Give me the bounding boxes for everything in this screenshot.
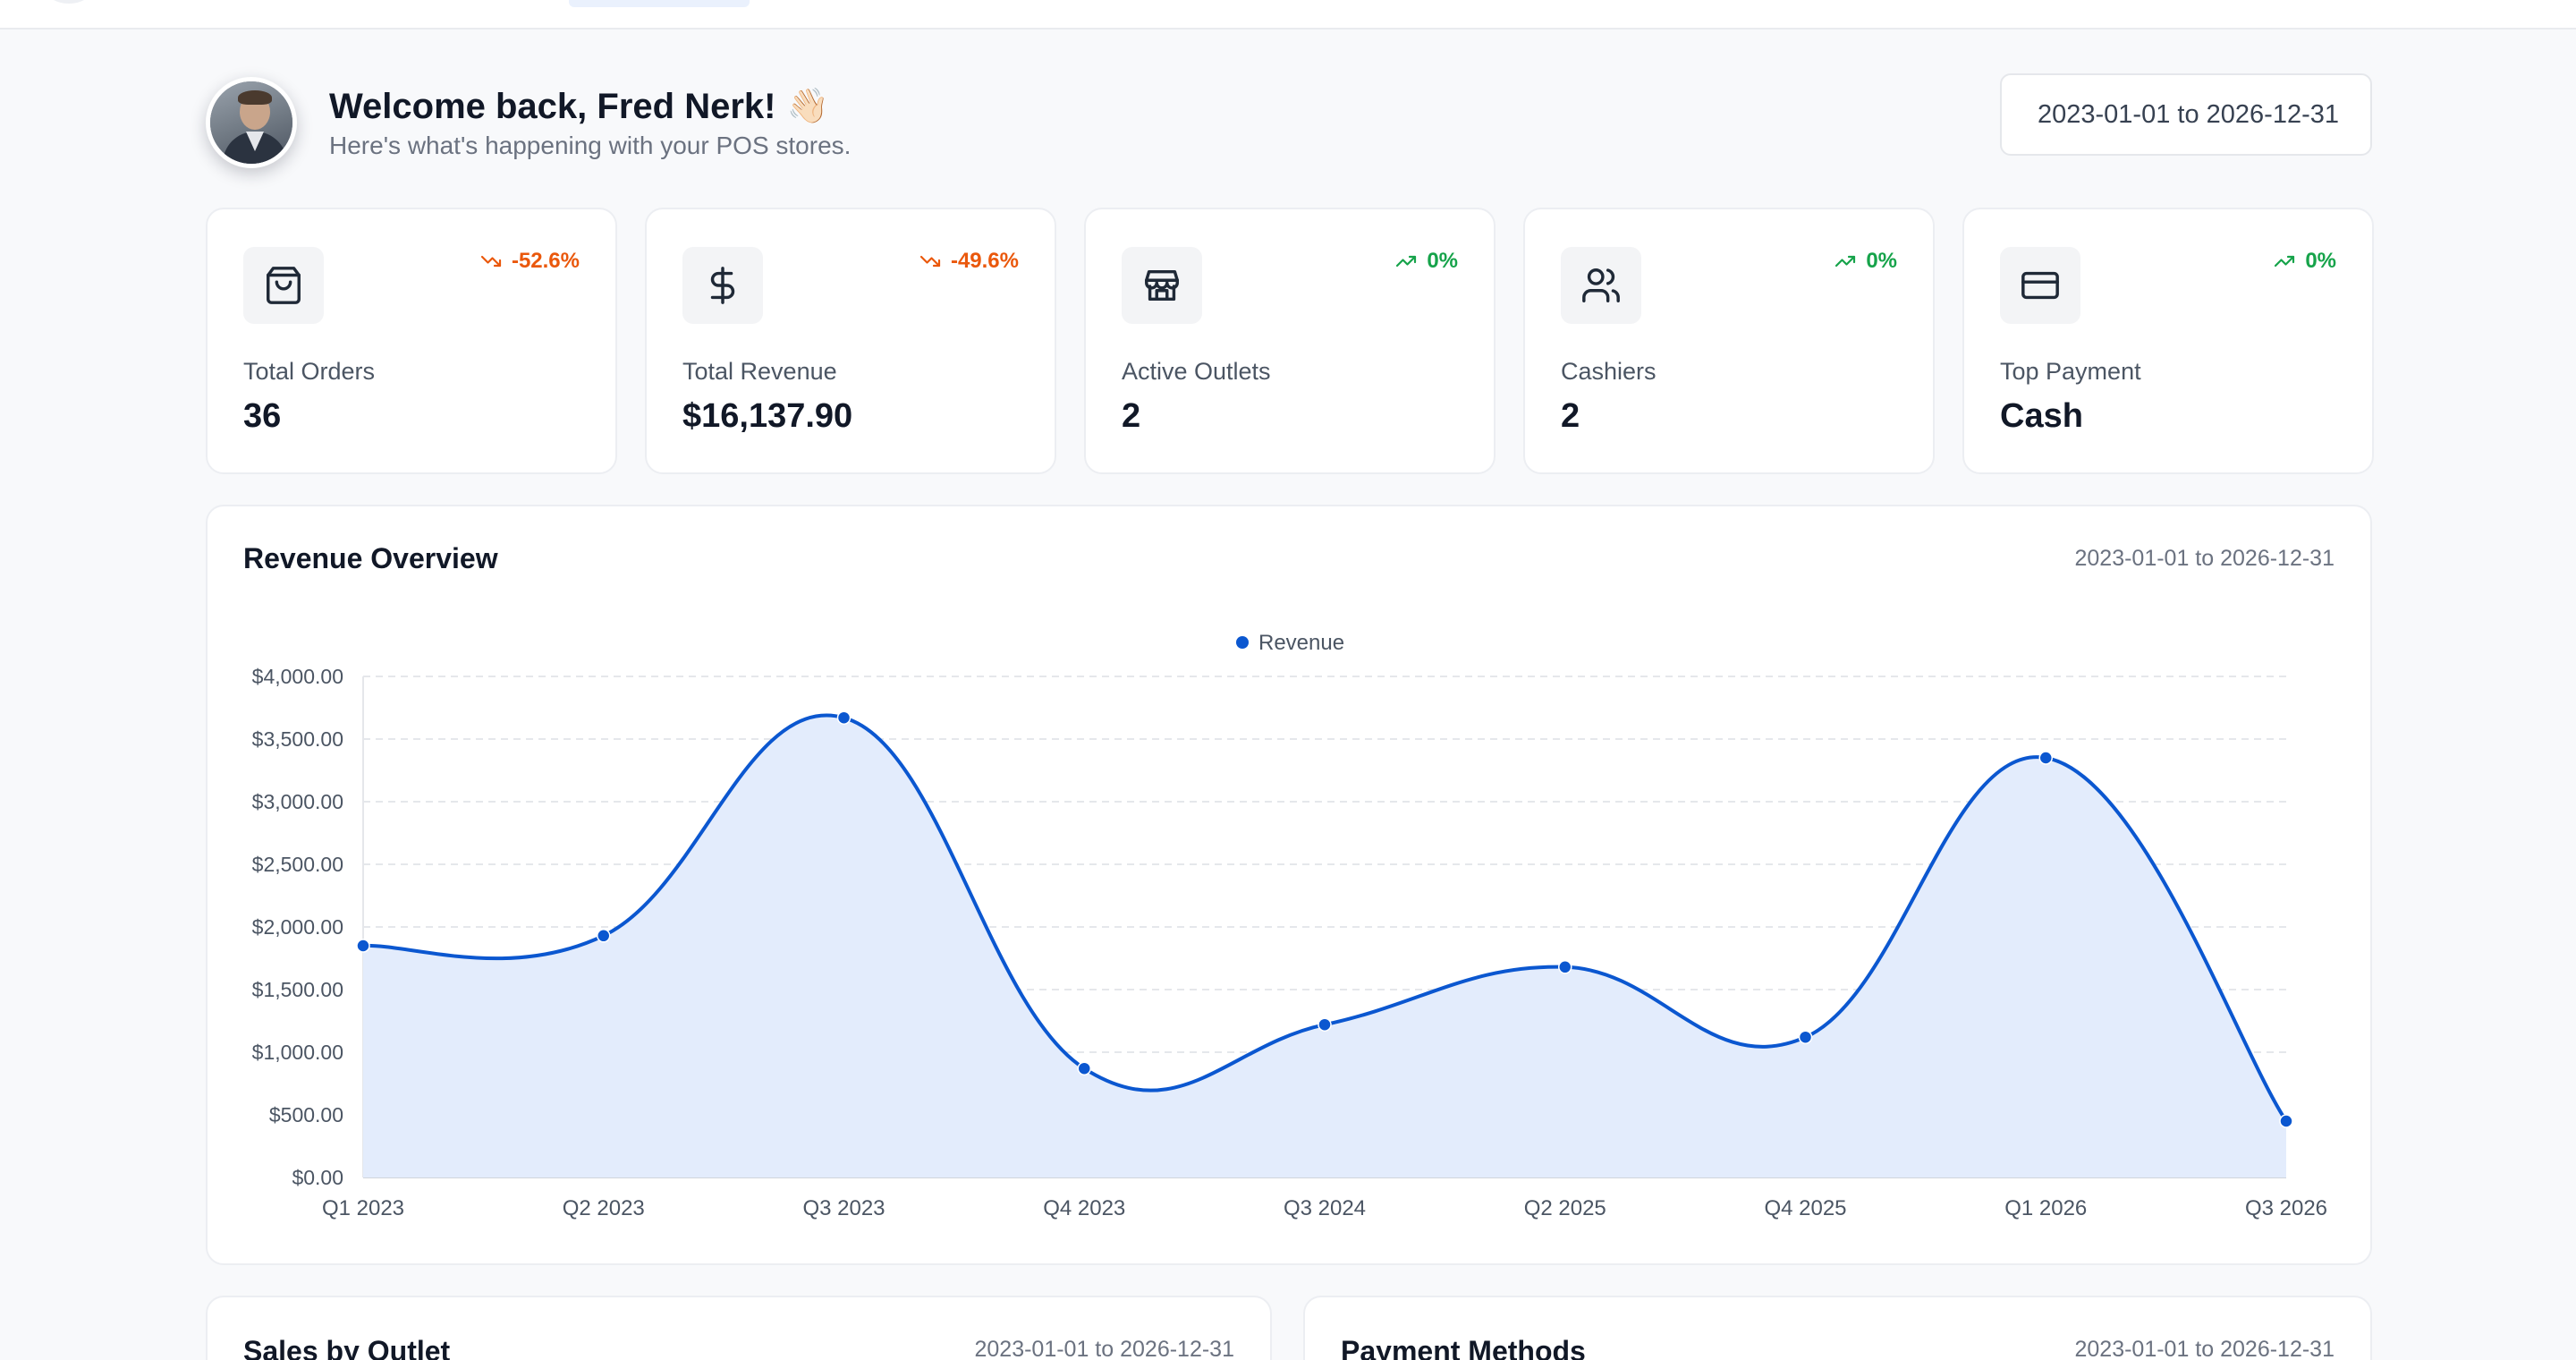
welcome-section: Welcome back, Fred Nerk! 👋🏻 Here's what'… (206, 75, 851, 170)
stat-value: $16,137.90 (682, 397, 853, 435)
y-tick-label: $4,000.00 (252, 665, 343, 688)
stat-label: Total Revenue (682, 358, 837, 385)
trending-up-icon (1835, 255, 1856, 268)
y-tick-label: $1,000.00 (252, 1041, 343, 1064)
dollar-icon (682, 247, 763, 324)
stat-card-total-orders: -52.6% Total Orders 36 (206, 208, 617, 474)
welcome-title-text: Welcome back, Fred Nerk! (329, 87, 776, 126)
stat-change-badge: 0% (1393, 249, 1458, 274)
trending-down-icon (480, 255, 502, 268)
card-date-range: 2023-01-01 to 2026-12-31 (2074, 1337, 2334, 1360)
card-title: Payment Methods (1341, 1335, 1586, 1360)
stat-card-total-revenue: -49.6% Total Revenue $16,137.90 (645, 208, 1056, 474)
stat-change-value: 0% (2305, 249, 2336, 273)
wave-icon: 👋🏻 (786, 88, 829, 125)
credit-card-icon (2000, 247, 2080, 324)
x-tick-label: Q4 2023 (1043, 1196, 1125, 1220)
card-title: Sales by Outlet (243, 1335, 451, 1360)
stat-label: Total Orders (243, 358, 376, 385)
stat-change-badge: -49.6% (917, 249, 1019, 274)
sales-by-outlet-card: Sales by Outlet 2023-01-01 to 2026-12-31 (206, 1296, 1272, 1360)
x-tick-label: Q1 2023 (322, 1196, 404, 1220)
top-navigation-bar (0, 0, 2576, 30)
store-icon (1122, 247, 1202, 324)
data-point (836, 710, 852, 725)
revenue-chart[interactable]: $0.00 $500.00 $1,000.00 $1,500.00 $2,000.00 $… (208, 506, 2374, 1267)
stat-value: 2 (1561, 397, 1580, 435)
nav-active-tab[interactable] (569, 0, 750, 7)
y-tick-label: $3,500.00 (252, 727, 343, 751)
users-icon (1561, 247, 1641, 324)
stat-change-value: -49.6% (950, 249, 1019, 273)
nav-avatar[interactable] (47, 0, 91, 4)
stat-change-value: -52.6% (511, 249, 580, 273)
date-range-value: 2023-01-01 to 2026-12-31 (2038, 99, 2339, 129)
x-tick-label: Q3 2026 (2245, 1196, 2327, 1220)
x-tick-label: Q1 2026 (2004, 1196, 2087, 1220)
y-tick-label: $0.00 (292, 1166, 343, 1189)
trending-down-icon (919, 255, 941, 268)
date-range-picker[interactable]: 2023-01-01 to 2026-12-31 (2000, 73, 2372, 156)
y-tick-label: $2,000.00 (252, 915, 343, 939)
stat-value: 2 (1122, 397, 1141, 435)
stat-change-badge: 0% (2271, 249, 2336, 274)
welcome-subtitle: Here's what's happening with your POS st… (329, 132, 852, 159)
stat-card-cashiers: 0% Cashiers 2 (1523, 208, 1935, 474)
y-tick-label: $1,500.00 (252, 978, 343, 1001)
stat-value: Cash (2000, 397, 2083, 435)
x-tick-label: Q4 2025 (1764, 1196, 1846, 1220)
legend-label: Revenue (1258, 631, 1344, 655)
stat-change-badge: 0% (1832, 249, 1897, 274)
trending-up-icon (2275, 255, 2295, 268)
stat-label: Active Outlets (1122, 358, 1271, 385)
trending-up-icon (1396, 255, 1417, 268)
stat-change-value: 0% (1866, 249, 1897, 273)
data-point (2038, 751, 2053, 765)
card-date-range: 2023-01-01 to 2026-12-31 (2074, 546, 2334, 571)
avatar[interactable] (206, 77, 297, 168)
x-tick-label: Q3 2024 (1284, 1196, 1366, 1220)
data-point (1798, 1030, 1813, 1044)
stat-label: Top Payment (2000, 358, 2141, 385)
x-tick-label: Q2 2023 (563, 1196, 645, 1220)
data-point (356, 939, 370, 953)
legend-marker (1236, 636, 1249, 649)
revenue-overview-card: Revenue Overview 2023-01-01 to 2026-12-3… (206, 505, 2372, 1265)
stat-card-top-payment: 0% Top Payment Cash (1962, 208, 2374, 474)
stat-value: 36 (243, 397, 282, 435)
x-tick-label: Q2 2025 (1524, 1196, 1606, 1220)
stat-change-badge: -52.6% (478, 249, 580, 274)
data-point (597, 929, 611, 943)
card-title: Revenue Overview (243, 542, 498, 574)
revenue-area (363, 715, 2286, 1177)
y-tick-label: $3,000.00 (252, 790, 343, 813)
data-point (1558, 960, 1572, 974)
stat-change-value: 0% (1427, 249, 1458, 273)
data-point (2279, 1114, 2293, 1128)
data-point (1077, 1061, 1091, 1075)
data-point (1318, 1017, 1332, 1032)
y-tick-label: $2,500.00 (252, 853, 343, 876)
card-date-range: 2023-01-01 to 2026-12-31 (974, 1337, 1234, 1360)
y-tick-label: $500.00 (269, 1103, 343, 1126)
payment-methods-card: Payment Methods 2023-01-01 to 2026-12-31 (1303, 1296, 2372, 1360)
stat-card-active-outlets: 0% Active Outlets 2 (1084, 208, 1496, 474)
welcome-title: Welcome back, Fred Nerk! 👋🏻 (329, 85, 851, 128)
stat-label: Cashiers (1561, 358, 1657, 385)
x-tick-label: Q3 2023 (802, 1196, 885, 1220)
shopping-bag-icon (243, 247, 324, 324)
